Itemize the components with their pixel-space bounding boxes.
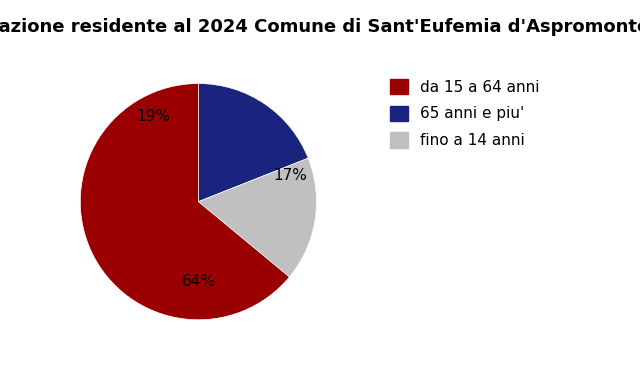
Wedge shape: [80, 84, 289, 320]
Legend: da 15 a 64 anni, 65 anni e piu', fino a 14 anni: da 15 a 64 anni, 65 anni e piu', fino a …: [385, 74, 545, 153]
Wedge shape: [198, 84, 308, 202]
Text: 19%: 19%: [136, 109, 170, 124]
Text: 17%: 17%: [273, 168, 307, 183]
Text: 64%: 64%: [181, 275, 216, 289]
Wedge shape: [198, 158, 317, 277]
Text: Popolazione residente al 2024 Comune di Sant'Eufemia d'Aspromonte (RC): Popolazione residente al 2024 Comune di …: [0, 18, 640, 37]
